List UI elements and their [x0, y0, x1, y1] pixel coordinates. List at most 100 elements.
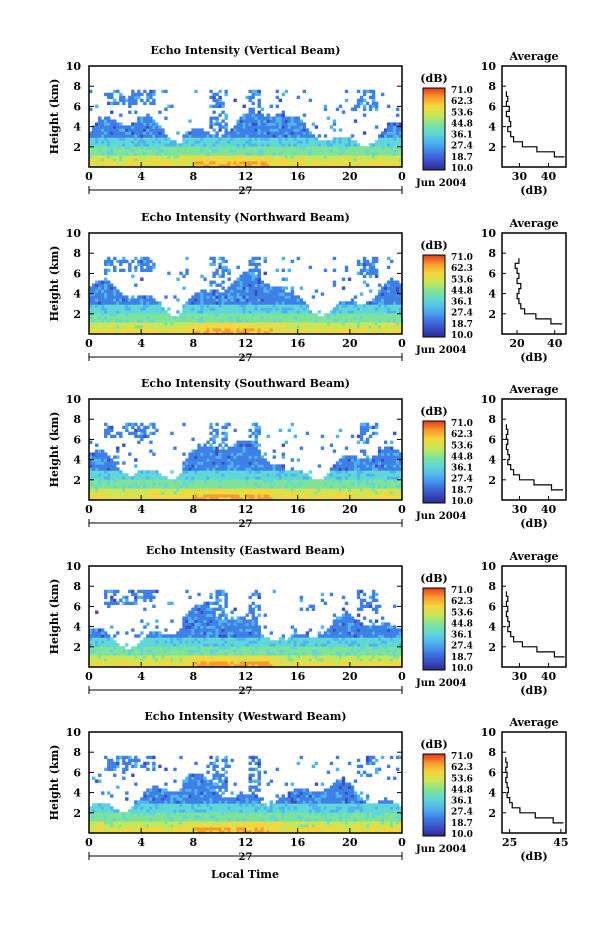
- profile-line: [505, 91, 565, 158]
- heatmap-cell: [389, 319, 394, 323]
- heatmap-cell: [116, 307, 120, 311]
- heatmap-cell: [134, 161, 138, 165]
- heatmap-cell: [374, 425, 379, 430]
- heatmap-cell: [230, 458, 234, 462]
- heatmap-cell: [245, 158, 249, 162]
- heatmap-cell: [278, 470, 283, 474]
- heatmap-cell: [278, 164, 283, 168]
- heatmap-cell: [104, 310, 108, 314]
- heatmap-cell: [143, 158, 147, 162]
- heatmap-cell: [398, 298, 403, 302]
- heatmap-cell: [344, 467, 349, 471]
- heatmap-cell: [113, 482, 117, 486]
- heatmap-cell: [248, 328, 252, 332]
- heatmap-cell: [101, 283, 105, 287]
- heatmap-cell: [242, 452, 246, 456]
- heatmap-cell: [266, 125, 270, 129]
- heatmap-cell: [269, 292, 273, 296]
- heatmap-cell: [125, 491, 129, 495]
- heatmap-cell: [167, 328, 171, 332]
- heatmap-cell: [119, 92, 123, 97]
- heatmap-cell: [245, 322, 249, 326]
- heatmap-cell: [308, 134, 313, 138]
- heatmap-cell: [239, 274, 243, 278]
- heatmap-cell: [359, 310, 364, 314]
- heatmap-cell: [140, 98, 144, 103]
- heatmap-cell: [167, 331, 171, 335]
- heatmap-cell: [341, 491, 346, 495]
- heatmap-cell: [332, 479, 337, 483]
- heatmap-cell: [245, 271, 249, 275]
- heatmap-cell: [101, 491, 105, 495]
- heatmap-cell: [248, 485, 252, 489]
- heatmap-cell: [242, 286, 246, 290]
- heatmap-cell: [116, 295, 120, 299]
- heatmap-cell: [185, 152, 189, 156]
- heatmap-cell: [359, 425, 364, 430]
- heatmap-cell: [155, 476, 159, 480]
- heatmap-cell: [221, 104, 225, 108]
- heatmap-cell: [158, 316, 162, 320]
- heatmap-cell: [356, 464, 361, 468]
- heatmap-cell: [92, 316, 96, 320]
- heatmap-cell: [95, 140, 99, 144]
- heatmap-cell: [389, 283, 394, 287]
- heatmap-cell: [137, 494, 141, 498]
- heatmap-cell: [110, 101, 114, 106]
- heatmap-cell: [179, 494, 183, 498]
- heatmap-cell: [332, 322, 337, 326]
- heatmap-cell: [302, 143, 307, 147]
- heatmap-cell: [326, 485, 331, 489]
- heatmap-cell: [191, 301, 195, 305]
- heatmap-cell: [365, 164, 370, 168]
- heatmap-cell: [212, 464, 216, 468]
- heatmap-cell: [299, 137, 304, 141]
- heatmap-cell: [395, 137, 400, 141]
- heatmap-cell: [224, 92, 228, 97]
- heatmap-cell: [281, 482, 286, 486]
- heatmap-cell: [128, 316, 132, 320]
- heatmap-cell: [215, 431, 219, 436]
- heatmap-cell: [131, 152, 135, 156]
- heatmap-cell: [179, 319, 183, 323]
- heatmap-cell: [362, 449, 367, 453]
- heatmap-cell: [89, 146, 93, 150]
- heatmap-cell: [254, 298, 258, 302]
- heatmap-cell: [143, 322, 147, 326]
- heatmap-cell: [230, 449, 234, 453]
- heatmap-cell: [395, 328, 400, 332]
- heatmap-cell: [326, 476, 331, 480]
- heatmap-cell: [287, 125, 292, 129]
- profile-y-tick-label: 10: [481, 60, 497, 73]
- heatmap-cell: [377, 304, 382, 308]
- heatmap-cell: [281, 452, 286, 456]
- heatmap-cell: [92, 628, 96, 632]
- heatmap-cell: [101, 161, 105, 165]
- heatmap-cell: [122, 310, 126, 314]
- heatmap-cell: [380, 316, 385, 320]
- heatmap-cell: [125, 422, 129, 427]
- heatmap-cell: [98, 292, 102, 296]
- heatmap-cell: [260, 107, 264, 111]
- heatmap-cell: [140, 497, 144, 501]
- heatmap-cell: [245, 479, 249, 483]
- heatmap-cell: [395, 464, 400, 468]
- heatmap-cell: [161, 488, 165, 492]
- heatmap-cell: [344, 313, 349, 317]
- heatmap-cell: [248, 428, 252, 433]
- heatmap-cell: [209, 134, 213, 138]
- heatmap-cell: [236, 482, 240, 486]
- heatmap-cell: [107, 425, 111, 430]
- heatmap-cell: [173, 152, 177, 156]
- heatmap-cell: [260, 310, 264, 314]
- heatmap-cell: [167, 313, 171, 317]
- heatmap-cell: [98, 137, 102, 141]
- heatmap-cell: [155, 488, 159, 492]
- heatmap-cell: [245, 440, 249, 444]
- heatmap-cell: [251, 479, 255, 483]
- heatmap-cell: [116, 485, 120, 489]
- heatmap-cell: [251, 128, 255, 132]
- heatmap-cell: [89, 164, 93, 168]
- heatmap-cell: [242, 322, 246, 326]
- heatmap-cell: [251, 307, 255, 311]
